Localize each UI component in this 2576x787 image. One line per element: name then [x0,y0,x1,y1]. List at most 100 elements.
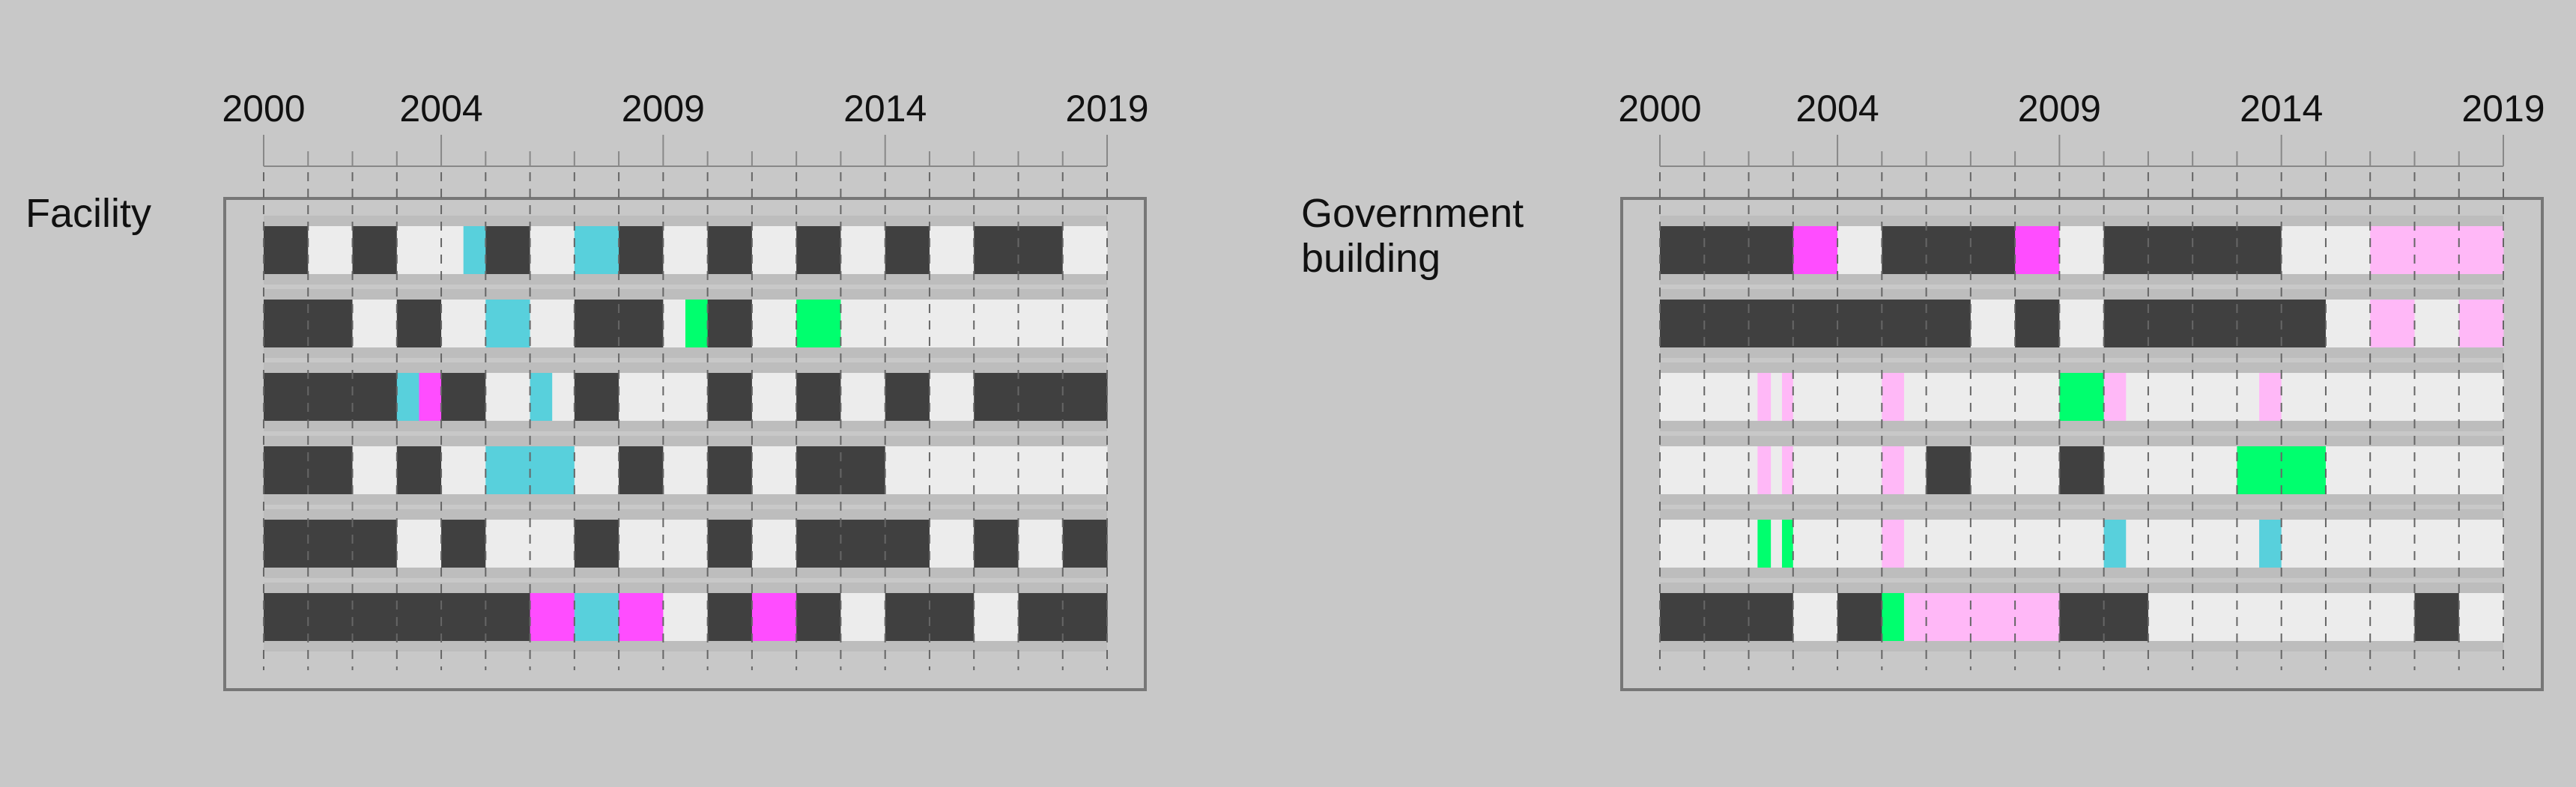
segment-light [751,226,797,274]
segment-cyan [396,373,419,421]
segment-dark [707,593,753,641]
panel-frame [223,197,1147,691]
timeline-row-4 [1660,436,2504,505]
segment-green [2059,373,2105,421]
segment-dark [1926,446,1972,494]
segment-light [1970,300,2016,347]
segment-light [552,373,575,421]
segment-light [885,446,1108,494]
segment-light [1771,446,1783,494]
segment-dark [1882,226,2016,274]
segment-dark [1660,226,1794,274]
segment-light [929,373,975,421]
segment-light [1792,373,1882,421]
tick-label-2009: 2009 [622,88,705,130]
segment-light [663,300,686,347]
segment-light [751,300,797,347]
segment-light [396,520,442,568]
segment-cyan [2259,520,2282,568]
segment-light [1660,520,1758,568]
segment-light [929,226,975,274]
timeline-row-6 [1660,583,2504,651]
segment-cyan [463,226,486,274]
segment-dark [796,226,841,274]
segment-light [751,520,797,568]
segment-light [840,373,886,421]
segment-dark [707,300,753,347]
tick-label-2014: 2014 [2240,88,2323,130]
segment-dark [2414,593,2460,641]
segment-pink [1882,373,1905,421]
segment-light [2059,300,2105,347]
segment-dark [974,373,1108,421]
segment-cyan [574,593,619,641]
segment-light [974,593,1019,641]
axis-government-building: 2000 2004 2009 2014 2019 [1618,88,2545,167]
segment-dark [264,373,398,421]
segment-cyan [574,226,619,274]
segment-dark [441,373,486,421]
segment-dark [1660,593,1794,641]
segment-light [2325,300,2371,347]
tick-label-2009: 2009 [2018,88,2101,130]
timeline-row-1 [1660,216,2504,285]
segment-dark [2103,226,2282,274]
segment-dark [352,226,398,274]
segment-pink [2370,226,2504,274]
segment-dark [707,446,753,494]
panel-title-facility: Facility [25,191,151,236]
segment-dark [974,226,1064,274]
segment-pink [2370,300,2415,347]
segment-dark [441,520,486,568]
segment-magenta [419,373,442,421]
segment-light [1837,226,1882,274]
segment-light [396,226,464,274]
segment-light [619,373,709,421]
segment-light [352,300,398,347]
timeline-row-4 [264,436,1108,505]
tick-label-2000: 2000 [1618,88,1701,130]
segment-light [1660,446,1758,494]
segment-green [1882,593,1905,641]
segment-magenta [2015,226,2060,274]
segment-green [796,300,841,347]
segment-light [840,226,886,274]
segment-light [1018,520,1064,568]
segment-dark [396,446,442,494]
segment-green [685,300,709,347]
segment-dark [619,226,664,274]
segment-dark [2103,300,2327,347]
tick-label-2004: 2004 [1795,88,1879,130]
segment-dark [974,520,1019,568]
segment-light [1771,373,1783,421]
panel-frame [1620,197,2544,691]
segment-dark [707,373,753,421]
segment-light [485,373,531,421]
segment-light [929,520,975,568]
segment-dark [885,226,930,274]
segment-cyan [530,373,553,421]
segment-dark [885,373,930,421]
segment-dark [485,226,531,274]
segment-dark [2059,446,2105,494]
segment-pink [2259,373,2282,421]
segment-light [2281,226,2371,274]
segment-light [1062,226,1108,274]
rows-government-building [1660,216,2504,651]
segment-dark [707,226,753,274]
segment-magenta [530,593,575,641]
segment-dark [707,520,753,568]
segment-pink [1781,373,1794,421]
segment-magenta [1792,226,1838,274]
segment-light [352,446,398,494]
tick-label-2019: 2019 [2461,88,2545,130]
segment-dark [619,446,664,494]
timeline-row-5 [1660,509,2504,578]
panel-title-government-building: Government building [1301,191,1535,281]
segment-light [441,300,486,347]
tick-label-2004: 2004 [399,88,482,130]
segment-dark [796,520,930,568]
segment-light [1903,520,2105,568]
timeline-row-5 [264,509,1108,578]
